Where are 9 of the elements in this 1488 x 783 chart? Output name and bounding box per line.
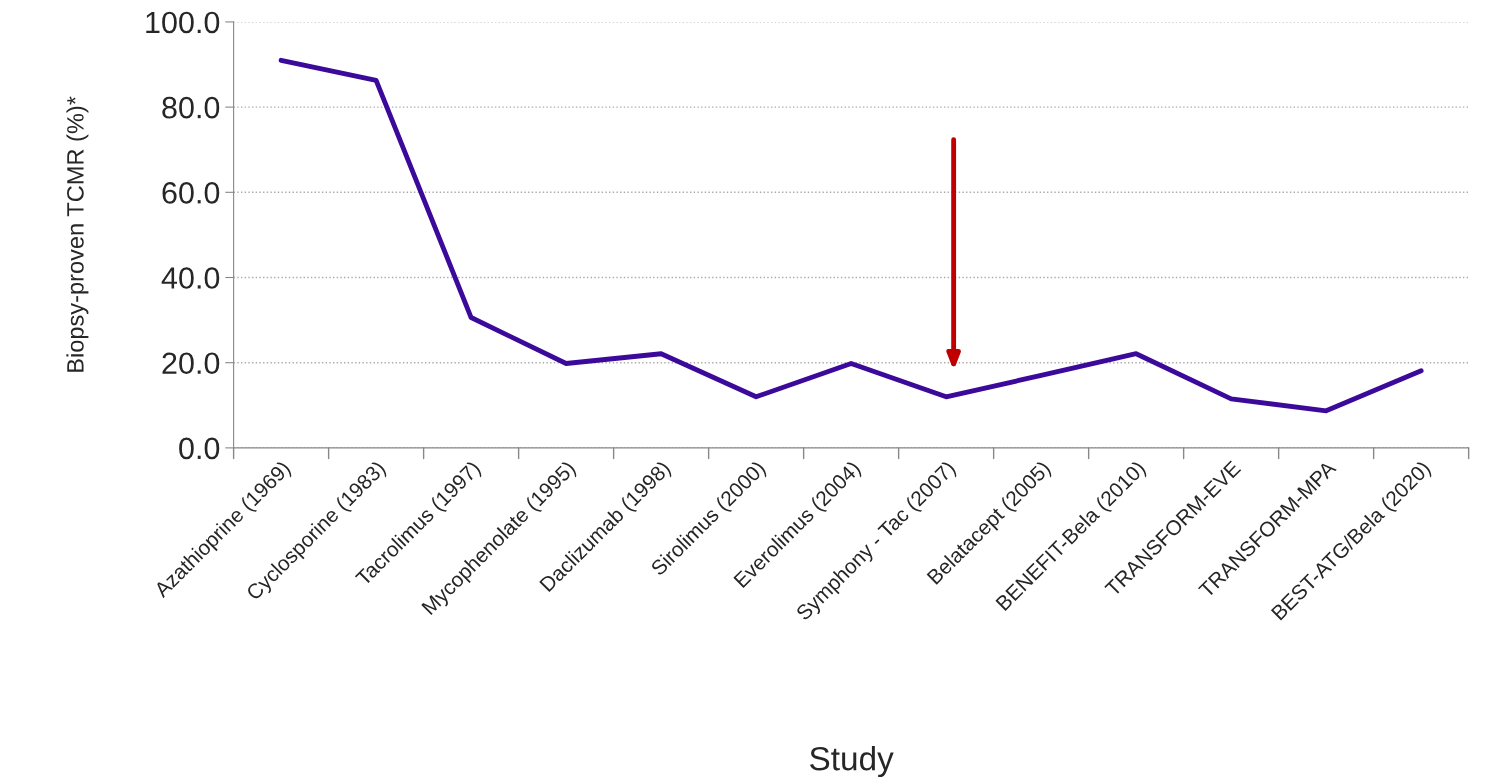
y-axis-title: Biopsy-proven TCMR (%)* xyxy=(66,96,89,372)
y-tick-label: 20.0 xyxy=(162,352,220,375)
x-axis-title: Study xyxy=(810,746,894,778)
y-tick-label: 40.0 xyxy=(161,267,220,289)
y-tick-label: 80.0 xyxy=(162,96,220,119)
y-tick-label: 100.0 xyxy=(146,11,220,34)
y-tick-label: 0.0 xyxy=(179,437,220,460)
y-tick-label: 60.0 xyxy=(162,182,220,204)
line-series xyxy=(278,57,1424,414)
